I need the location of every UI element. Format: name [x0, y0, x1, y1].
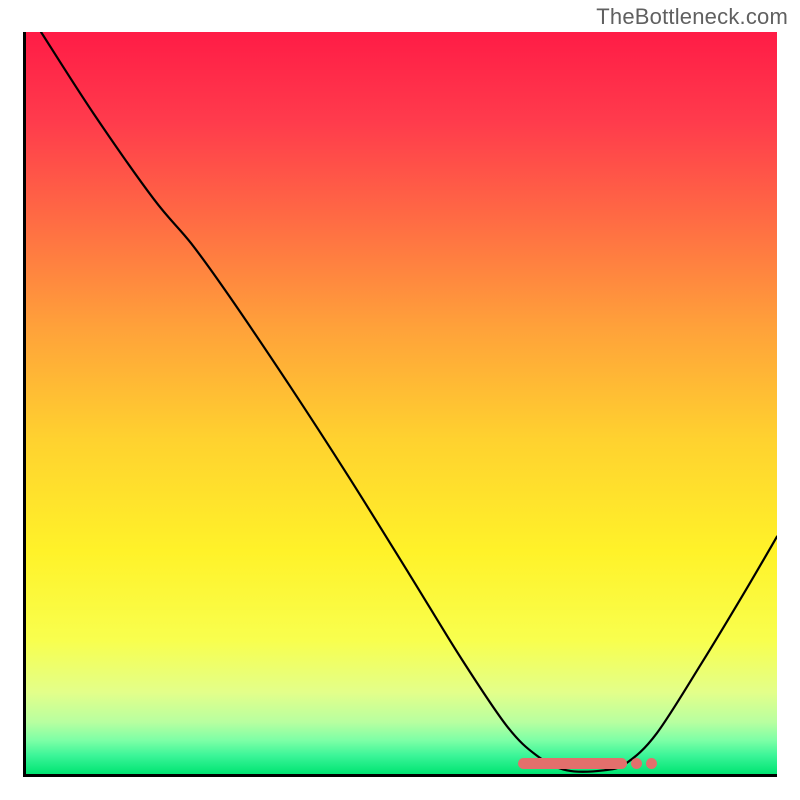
gradient-background: [26, 32, 777, 774]
plot-area: [23, 32, 777, 777]
watermark-text: TheBottleneck.com: [596, 4, 788, 30]
bottleneck-chart: [0, 0, 800, 800]
optimal-range-marker: [518, 758, 627, 769]
